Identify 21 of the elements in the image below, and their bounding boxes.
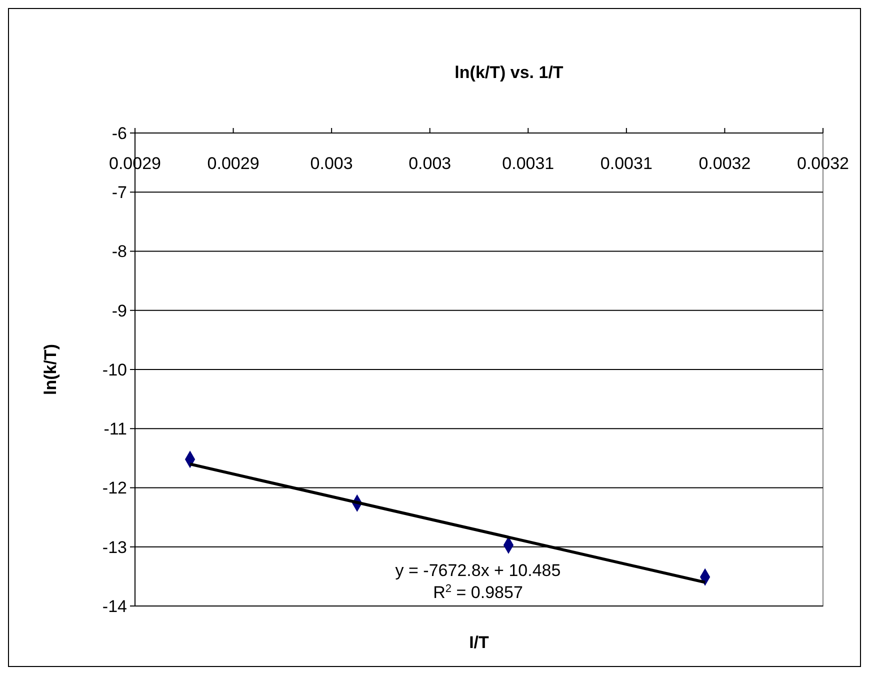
y-tick-label: -13 [102, 538, 127, 557]
y-tick-label: -9 [112, 301, 127, 320]
y-tick-label: -14 [102, 596, 127, 616]
y-tick-label: -6 [112, 124, 127, 143]
x-axis-title: I/T [469, 633, 490, 652]
y-tick-label: -12 [102, 478, 127, 498]
x-tick-label: 0.0029 [207, 154, 260, 173]
x-tick-label: 0.0031 [502, 154, 554, 173]
y-tick-label: -11 [104, 420, 127, 439]
x-tick-label: 0.0031 [600, 154, 652, 173]
y-tick-label: -7 [112, 183, 127, 202]
x-tick-label: 0.0032 [797, 154, 849, 173]
annotation: R$^{2}$ = 0.9857 [433, 583, 523, 602]
chart-title: ln(k/T) vs. 1/T [454, 63, 564, 82]
x-tick-label: 0.003 [408, 154, 452, 173]
y-tick-label: -8 [112, 242, 127, 262]
annotation: y = -7672.8x + 10.485 [395, 561, 561, 580]
x-tick-label: 0.0032 [698, 154, 751, 173]
x-tick-label: 0.003 [310, 154, 353, 173]
y-axis-title: ln(k/T) [41, 344, 60, 395]
y-tick-label: -10 [102, 360, 127, 380]
